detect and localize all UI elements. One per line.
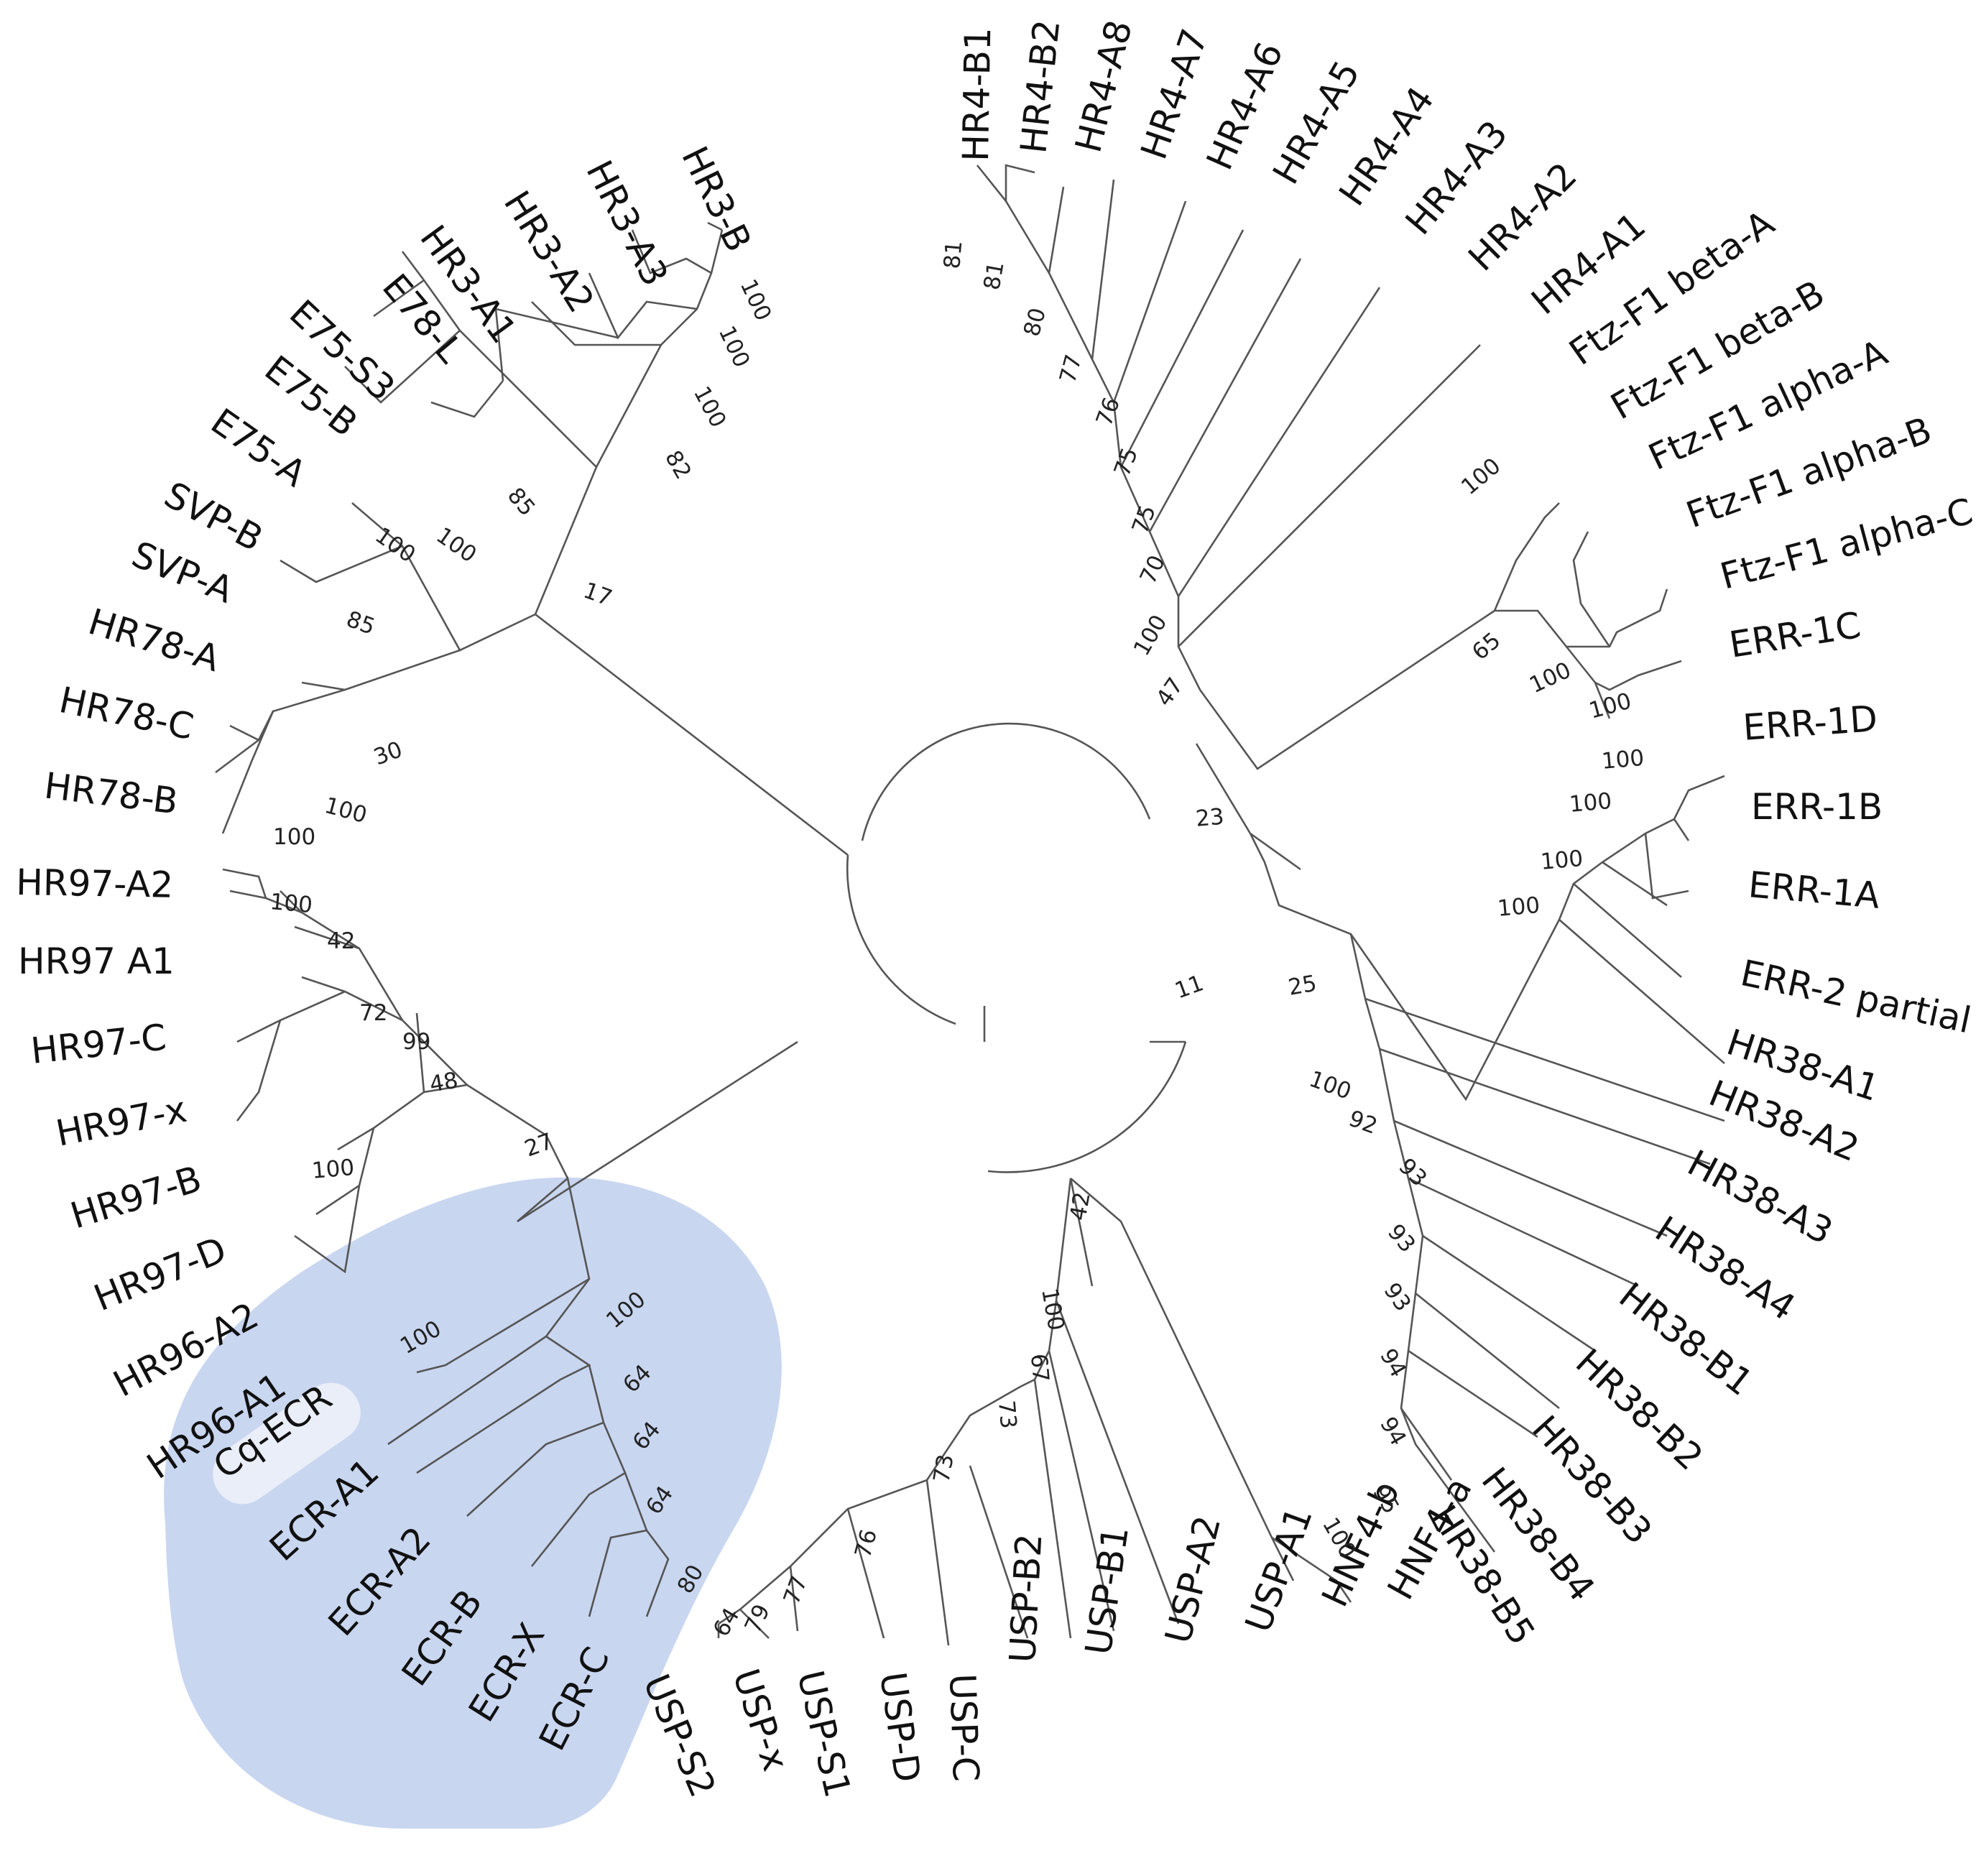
leaf-label: HR97-B bbox=[66, 1158, 206, 1237]
bootstrap-value: 100 bbox=[1306, 1066, 1354, 1105]
bootstrap-value: 75 bbox=[1127, 502, 1161, 537]
bootstrap-value: 100 bbox=[1036, 1286, 1069, 1333]
bootstrap-value: 42 bbox=[327, 928, 355, 954]
bootstrap-value: 100 bbox=[1569, 788, 1613, 818]
bootstrap-value: 17 bbox=[580, 578, 615, 611]
bootstrap-value: 76 bbox=[1091, 394, 1125, 429]
bootstrap-value: 100 bbox=[688, 382, 731, 432]
bootstrap-value: 100 bbox=[431, 522, 481, 568]
leaf-label: HR4-A8 bbox=[1067, 16, 1140, 157]
branches bbox=[215, 164, 1725, 1646]
leaf-label: USP-S1 bbox=[789, 1667, 859, 1801]
bootstrap-value: 67 bbox=[1025, 1353, 1053, 1383]
cq-ecr-label-highlight bbox=[213, 1382, 361, 1505]
bootstrap-value: 42 bbox=[1065, 1190, 1095, 1222]
leaf-label: HR3-A3 bbox=[578, 154, 676, 292]
bootstrap-value: 72 bbox=[359, 1000, 387, 1026]
leaf-label: USP-C bbox=[941, 1673, 987, 1782]
bootstrap-value: 77 bbox=[1055, 352, 1087, 386]
bootstrap-value: 73 bbox=[928, 1452, 959, 1484]
leaf-label: HR97-C bbox=[29, 1017, 168, 1072]
bootstrap-value: 92 bbox=[1345, 1106, 1380, 1140]
leaf-label: HR78-C bbox=[56, 679, 198, 748]
leaf-label: USP-B1 bbox=[1077, 1524, 1136, 1658]
leaf-label: HR78-B bbox=[42, 764, 180, 822]
bootstrap-value: 93 bbox=[1382, 1219, 1421, 1257]
backbone-arc bbox=[846, 722, 1151, 1025]
bootstrap-value: 100 bbox=[311, 1155, 356, 1184]
bootstrap-value: 65 bbox=[1467, 627, 1505, 665]
bootstrap-value: 100 bbox=[1540, 846, 1584, 875]
leaf-label: USP-S2 bbox=[635, 1668, 724, 1803]
bootstrap-value: 100 bbox=[269, 889, 313, 918]
leaf-label: HR78-A bbox=[83, 601, 224, 680]
bootstrap-value: 70 bbox=[1135, 551, 1170, 588]
leaf-label: USP-D bbox=[872, 1670, 928, 1785]
leaf-label: ERR-1A bbox=[1747, 864, 1881, 917]
bootstrap-value: 25 bbox=[1286, 971, 1319, 1001]
bootstrap-value: 23 bbox=[1195, 804, 1225, 832]
leaf-label: SVP-A bbox=[126, 533, 239, 611]
bootstrap-value: 30 bbox=[370, 736, 405, 770]
bootstrap-value: 93 bbox=[1378, 1278, 1416, 1316]
bootstrap-value: 73 bbox=[993, 1400, 1021, 1430]
bootstrap-value: 100 bbox=[1129, 611, 1173, 660]
bootstrap-value: 82 bbox=[660, 446, 696, 484]
backbone-arc-inner bbox=[983, 1006, 1187, 1173]
leaf-label: HR3-A2 bbox=[496, 184, 602, 320]
leaf-label: USP-A2 bbox=[1157, 1512, 1229, 1648]
leaf-label: USP-x bbox=[725, 1664, 797, 1776]
leaf-label: USP-B2 bbox=[1002, 1533, 1050, 1664]
bootstrap-value: 99 bbox=[402, 1029, 430, 1055]
leaf-label: HR3-B bbox=[673, 140, 759, 258]
bootstrap-value: 85 bbox=[502, 483, 540, 521]
bootstrap-value: 100 bbox=[1497, 892, 1541, 922]
leaf-label: HR97-D bbox=[88, 1229, 232, 1319]
bootstrap-value: 75 bbox=[1109, 444, 1143, 479]
bootstrap-value: 100 bbox=[714, 322, 755, 371]
bootstrap-value: 47 bbox=[1151, 673, 1188, 711]
bootstrap-value: 100 bbox=[1601, 745, 1645, 775]
leaf-label: HR4-B1 bbox=[955, 27, 999, 162]
leaf-label: USP-A1 bbox=[1237, 1502, 1321, 1637]
leaf-label: ERR-1C bbox=[1727, 604, 1864, 666]
bootstrap-value: 85 bbox=[343, 606, 378, 640]
bootstrap-value: 100 bbox=[735, 275, 777, 325]
bootstrap-value: 27 bbox=[521, 1128, 556, 1162]
leaf-label: E75-A bbox=[203, 400, 313, 494]
leaf-label: ERR-1D bbox=[1742, 698, 1879, 749]
bootstrap-value: 100 bbox=[370, 522, 420, 568]
ecr-clade-highlight bbox=[164, 1177, 782, 1829]
bootstrap-value: 100 bbox=[1525, 657, 1575, 699]
leaf-label: HR97 A1 bbox=[18, 941, 175, 982]
bootstrap-value: 48 bbox=[428, 1068, 460, 1098]
bootstrap-value: 100 bbox=[1587, 688, 1634, 724]
bootstrap-value: 100 bbox=[1456, 453, 1505, 501]
leaf-label: HR4-A7 bbox=[1133, 24, 1216, 165]
leaf-label: HR97-x bbox=[52, 1089, 190, 1155]
bootstrap-value: 81 bbox=[939, 239, 967, 269]
bootstrap-value: 81 bbox=[979, 259, 1009, 292]
bootstrap-value: 100 bbox=[273, 824, 315, 850]
leaf-label: HR97-A2 bbox=[16, 861, 174, 906]
leaf-label: ERR-2 partial bbox=[1737, 952, 1975, 1041]
leaf-label: HR4-B2 bbox=[1012, 18, 1068, 156]
bootstrap-value: 100 bbox=[322, 793, 369, 828]
bootstrap-value: 80 bbox=[1019, 305, 1051, 339]
leaf-label: ERR-1B bbox=[1751, 786, 1883, 828]
bootstrap-value: 77 bbox=[779, 1572, 813, 1607]
bootstrap-value: 11 bbox=[1171, 970, 1206, 1004]
